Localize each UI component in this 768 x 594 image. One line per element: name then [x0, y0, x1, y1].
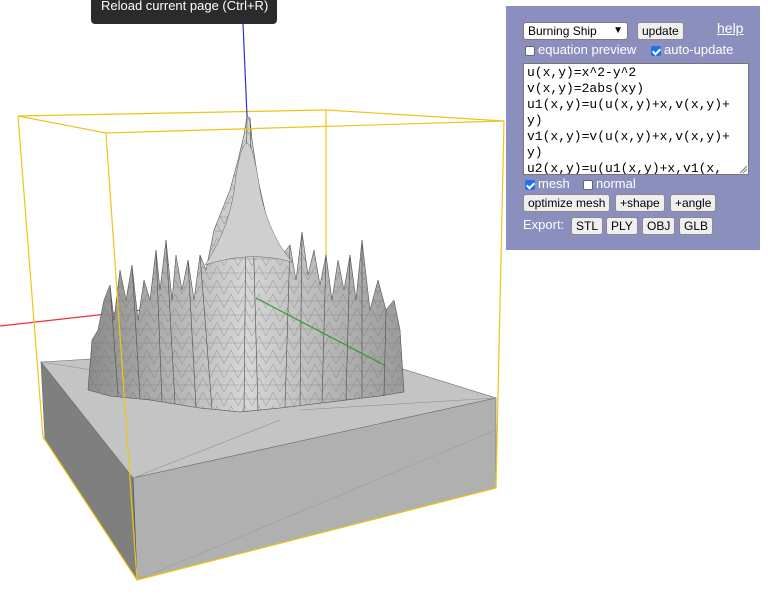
export-label: Export: [523, 217, 565, 232]
mesh-label: mesh [538, 176, 570, 191]
normal-label: normal [596, 176, 636, 191]
reload-tooltip: Reload current page (Ctrl+R) [91, 0, 277, 24]
optimize-mesh-button[interactable]: optimize mesh [523, 194, 611, 212]
fractal-mesh [87, 115, 405, 413]
normal-checkbox[interactable] [583, 180, 593, 190]
auto-update-label: auto-update [664, 42, 734, 57]
fractal-select[interactable]: Burning Ship ▼ [523, 22, 628, 40]
export-glb-button[interactable]: GLB [679, 217, 714, 235]
update-button[interactable]: update [637, 22, 684, 40]
mesh-checkbox[interactable] [525, 180, 535, 190]
help-link[interactable]: help [717, 20, 744, 36]
add-shape-button[interactable]: +shape [615, 194, 665, 212]
control-panel: Burning Ship ▼ update help equation prev… [506, 6, 760, 250]
equation-preview-checkbox[interactable] [525, 46, 535, 56]
resize-grip-icon[interactable] [739, 165, 747, 173]
fractal-select-value: Burning Ship [528, 24, 597, 38]
auto-update-checkbox[interactable] [651, 46, 661, 56]
add-angle-button[interactable]: +angle [670, 194, 717, 212]
export-stl-button[interactable]: STL [571, 217, 604, 235]
export-ply-button[interactable]: PLY [606, 217, 638, 235]
bounding-box-front [17, 115, 505, 581]
equation-textarea[interactable]: u(x,y)=x^2-y^2 v(x,y)=2abs(xy) u1(x,y)=u… [523, 63, 749, 175]
export-obj-button[interactable]: OBJ [642, 217, 676, 235]
y-axis [255, 297, 385, 366]
equation-preview-label: equation preview [538, 42, 637, 57]
chevron-down-icon: ▼ [613, 25, 623, 36]
